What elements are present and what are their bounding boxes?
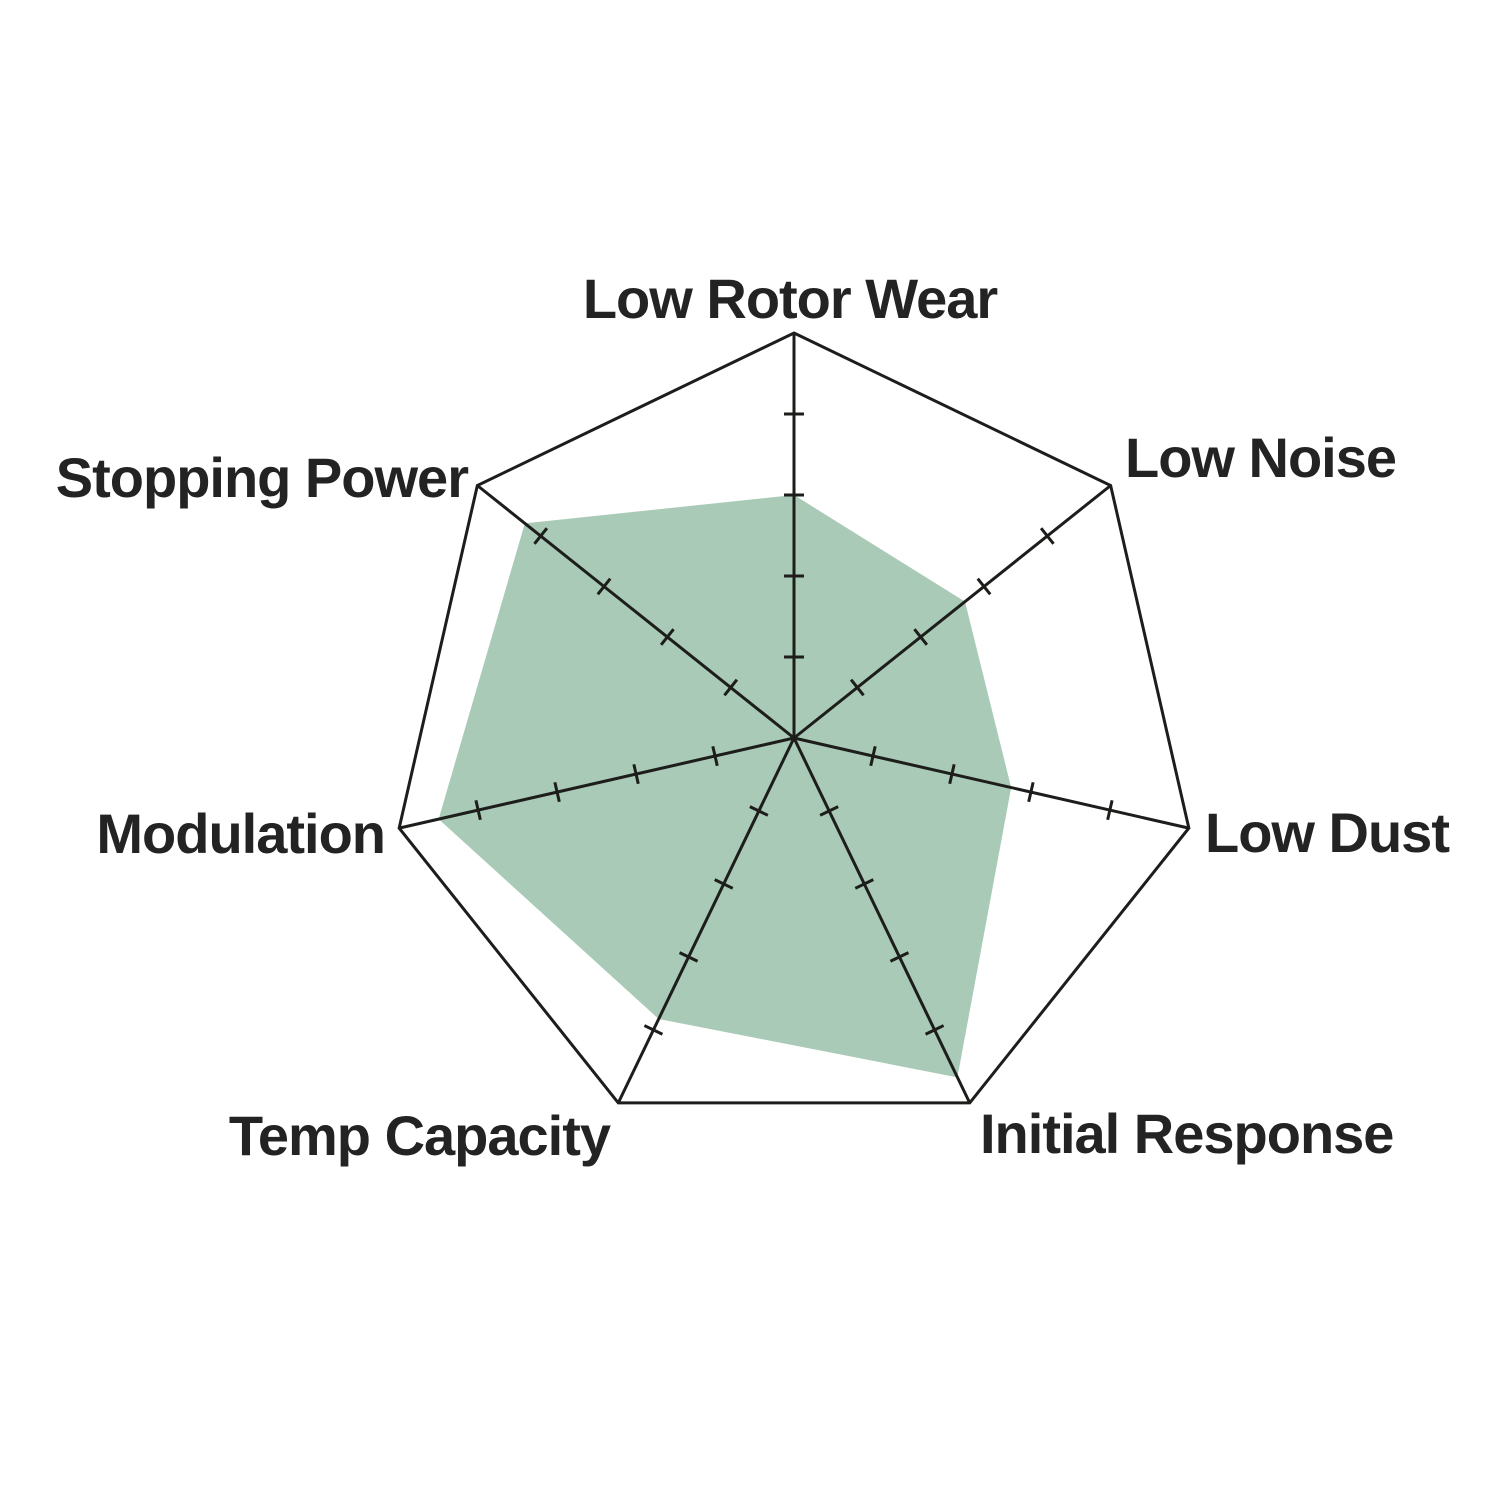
axis-labels: Low Rotor Wear Low Noise Low Dust Initia… — [56, 267, 1451, 1167]
axis-spoke — [616, 737, 796, 1104]
axis-tick — [749, 805, 769, 817]
axis-label-initial-response: Initial Response — [980, 1102, 1393, 1165]
axis-tick — [976, 577, 992, 596]
axis-tick — [924, 1024, 945, 1036]
axis-spoke — [793, 736, 1190, 830]
axis-tick — [533, 527, 549, 545]
axis-tick — [1106, 800, 1114, 821]
axis-spoke — [476, 484, 795, 740]
axis-tick — [948, 763, 956, 785]
axis-spoke — [398, 736, 795, 830]
axis-tick — [1039, 527, 1055, 545]
axis-tick — [889, 951, 910, 963]
axes-layer — [398, 333, 1190, 1104]
axis-label-temp-capacity: Temp Capacity — [229, 1104, 611, 1167]
axis-tick — [849, 678, 865, 697]
axis-label-stopping-power: Stopping Power — [56, 446, 468, 509]
axis-tick — [854, 878, 874, 890]
axis-tick — [723, 678, 739, 697]
axis-label-low-rotor-wear: Low Rotor Wear — [583, 267, 998, 330]
axis-tick — [659, 628, 675, 646]
axis-spoke — [792, 737, 972, 1104]
axis-tick — [869, 745, 877, 767]
axis-tick — [913, 628, 929, 646]
axis-label-low-dust: Low Dust — [1205, 801, 1449, 864]
axis-tick — [632, 763, 640, 785]
grid-outline — [397, 331, 1191, 1105]
axis-label-modulation: Modulation — [96, 802, 385, 865]
axis-label-low-noise: Low Noise — [1125, 426, 1396, 489]
axis-spoke — [793, 484, 1112, 740]
data-polygon — [438, 495, 1012, 1078]
axis-tick — [1027, 781, 1035, 803]
axis-tick — [474, 800, 482, 821]
axis-tick — [714, 878, 734, 890]
axis-tick — [678, 951, 699, 963]
axis-tick — [553, 781, 561, 803]
axis-tick — [596, 577, 612, 596]
axis-tick — [643, 1024, 664, 1036]
axis-tick — [819, 805, 839, 817]
axis-tick — [711, 745, 719, 767]
